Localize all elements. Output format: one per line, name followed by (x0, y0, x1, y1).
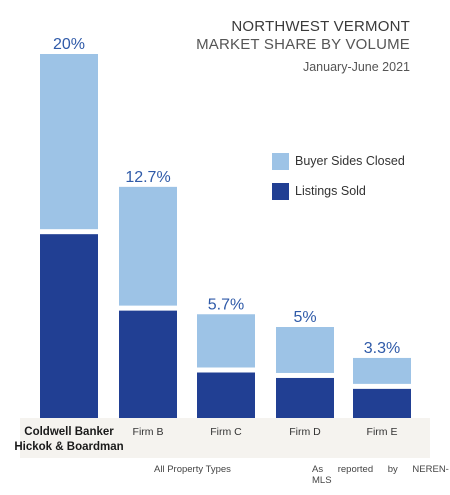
bar-buyer-4 (353, 357, 411, 384)
bar-listings-0 (40, 234, 98, 418)
title-line-1: NORTHWEST VERMONT (231, 18, 410, 35)
legend-label-listings: Listings Sold (295, 184, 366, 198)
chart-subtitle: January-June 2021 (302, 60, 410, 74)
title-line-2: MARKET SHARE BY VOLUME (196, 36, 410, 53)
bar-buyer-0 (40, 54, 98, 230)
category-label-0-line-0: Coldwell Banker (24, 426, 114, 438)
category-label-band (20, 418, 430, 458)
value-label-2: 5.7% (208, 296, 244, 313)
chart-title: NORTHWEST VERMONT MARKET SHARE BY VOLUME (196, 18, 410, 54)
value-label-4: 3.3% (364, 340, 400, 357)
legend: Buyer Sides Closed Listings Sold (272, 150, 405, 210)
bar-buyer-2 (197, 314, 255, 368)
legend-label-buyer: Buyer Sides Closed (295, 154, 405, 168)
footer-source: As reported by NEREN-MLS (312, 464, 449, 486)
category-label-3: Firm D (289, 426, 321, 438)
category-label-4: Firm E (367, 426, 398, 438)
value-label-0: 20% (53, 36, 85, 53)
legend-swatch-listings (272, 182, 289, 200)
bar-buyer-1 (119, 186, 177, 306)
bar-buyer-3 (276, 327, 334, 373)
legend-swatch-buyer (272, 152, 289, 170)
footer-property-types: All Property Types (154, 464, 231, 475)
legend-item-listings: Listings Sold (272, 180, 405, 202)
legend-item-buyer: Buyer Sides Closed (272, 150, 405, 172)
category-label-0-line-1: Hickok & Boardman (14, 441, 123, 453)
bar-listings-3 (276, 377, 334, 418)
category-label-1: Firm B (133, 426, 164, 438)
value-label-3: 5% (293, 309, 316, 326)
bar-listings-1 (119, 310, 177, 418)
bar-listings-2 (197, 372, 255, 418)
bar-listings-4 (353, 388, 411, 418)
value-label-1: 12.7% (125, 169, 170, 186)
category-label-2: Firm C (210, 426, 242, 438)
